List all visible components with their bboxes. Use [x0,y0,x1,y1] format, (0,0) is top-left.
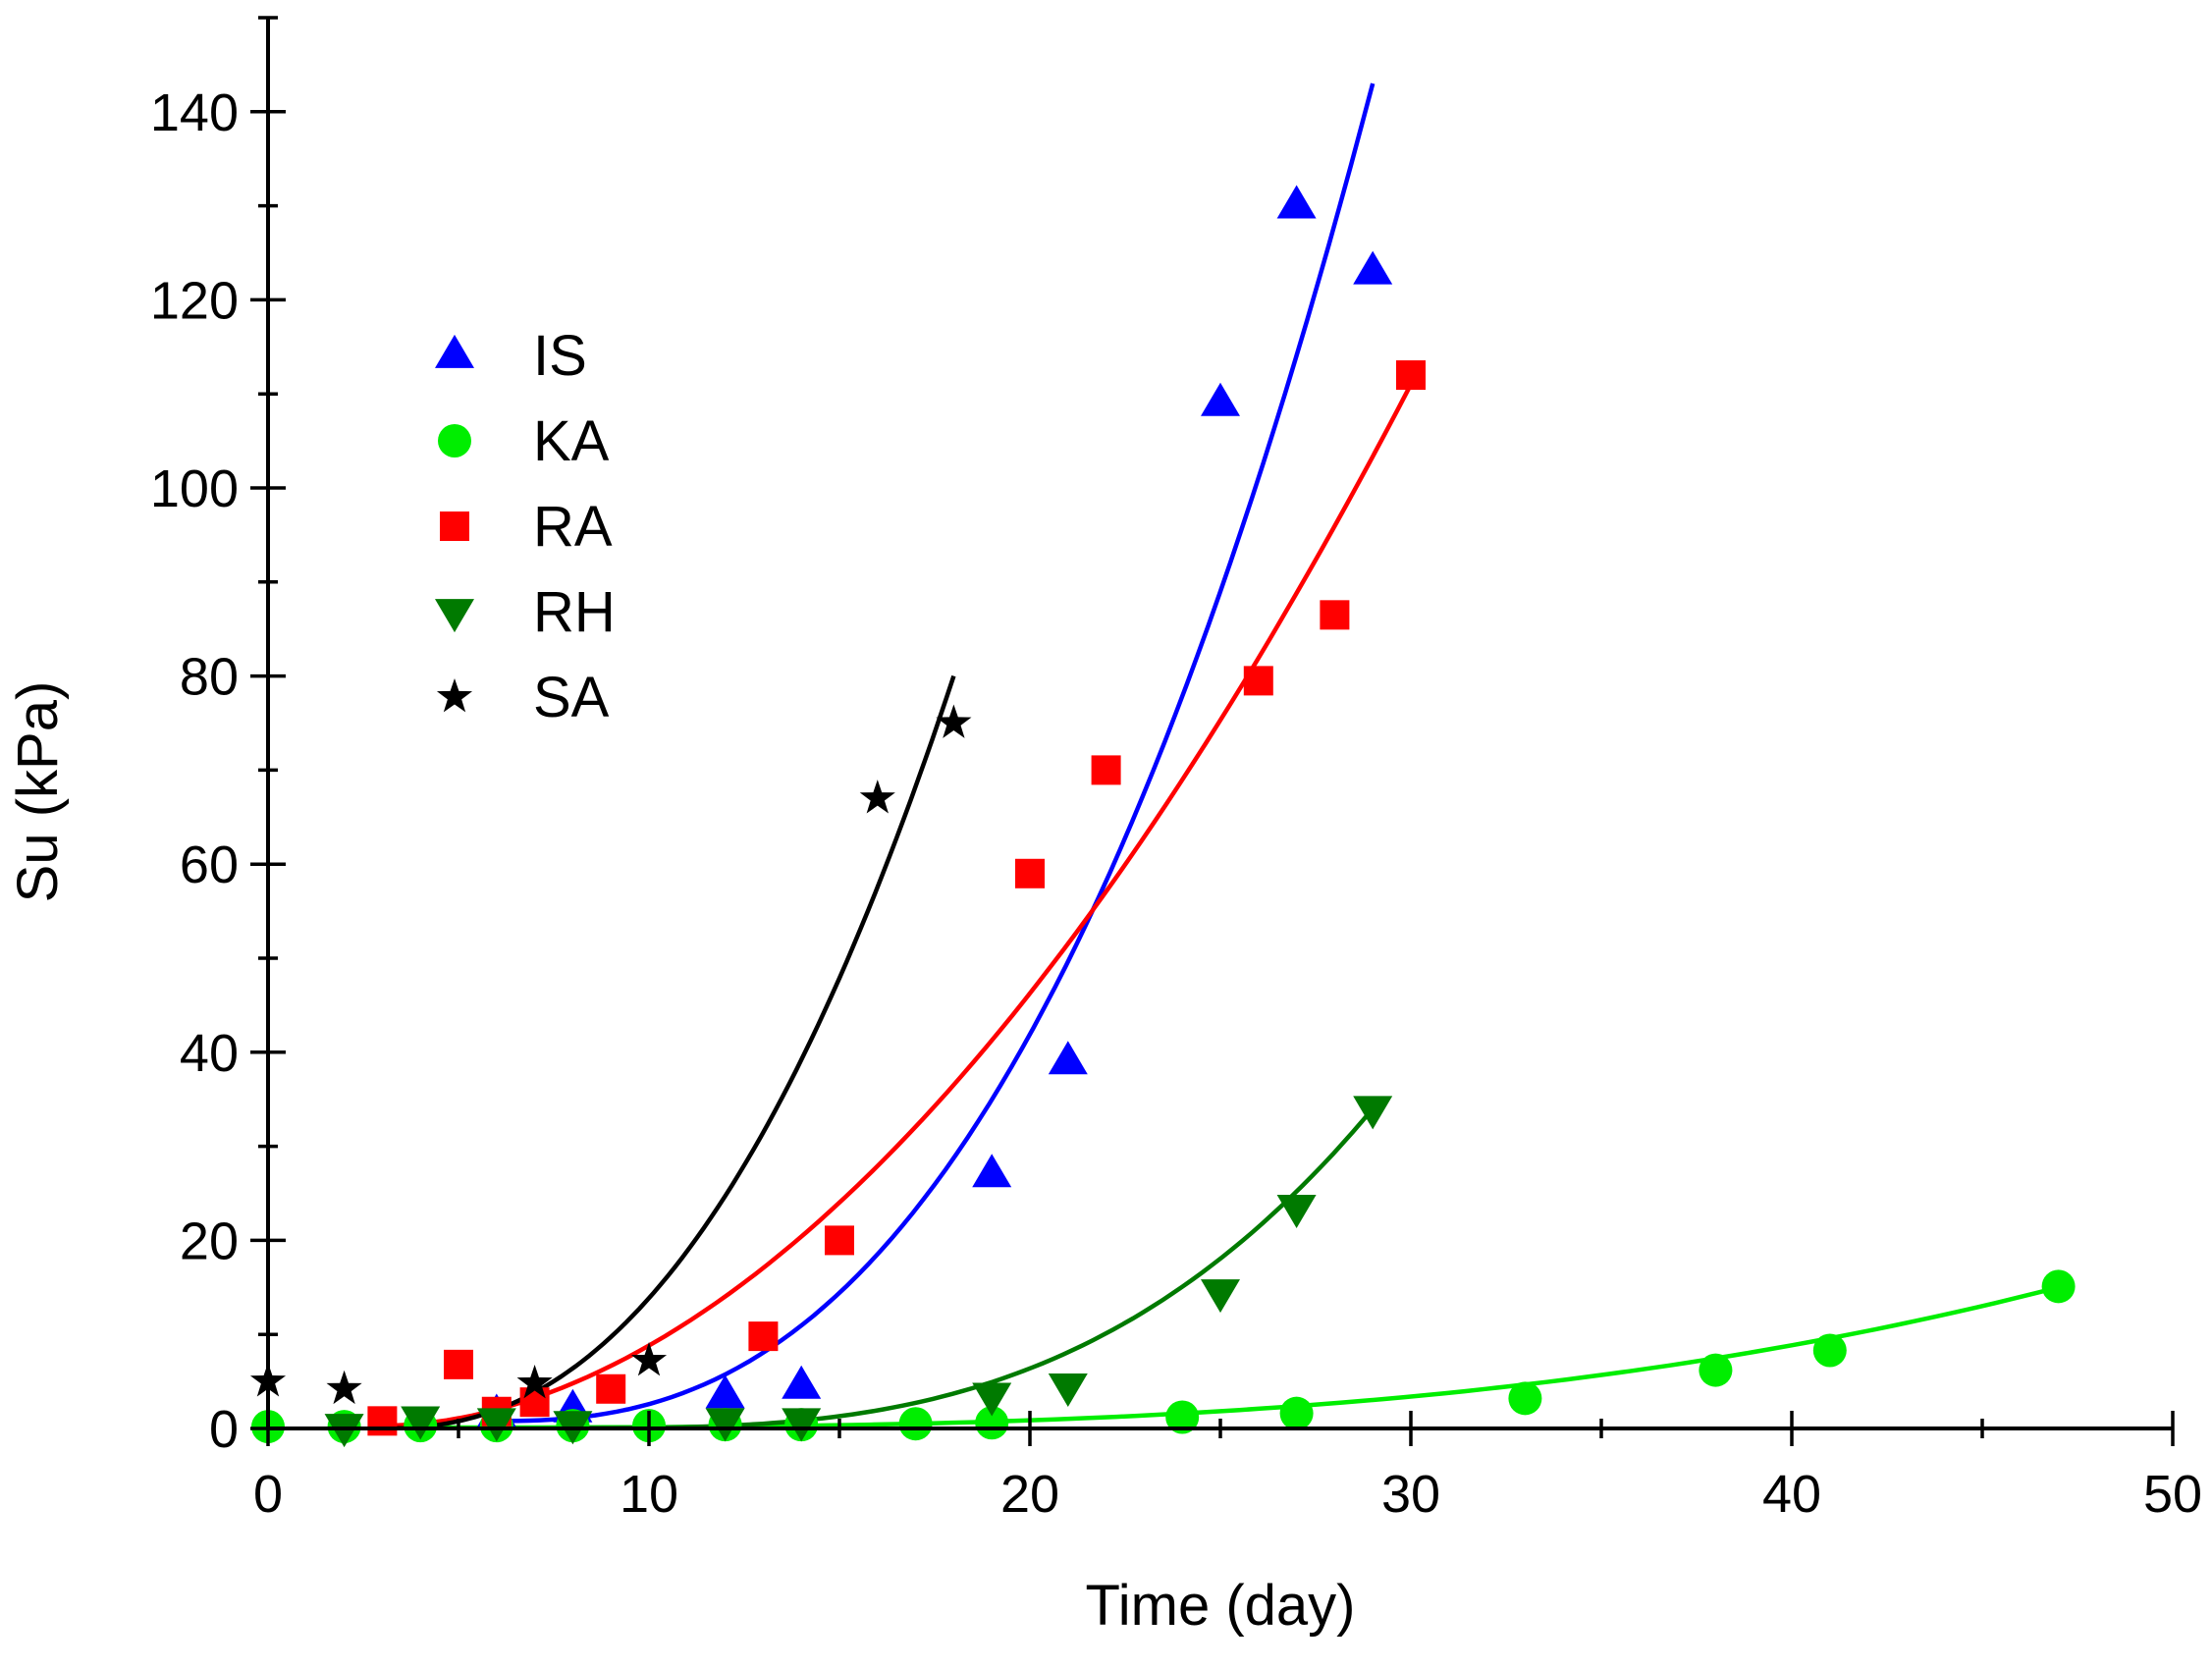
data-point-ka [1699,1353,1733,1387]
legend-label-is: IS [533,324,587,388]
data-point-is [1276,185,1317,219]
fit-curve-is [496,82,1376,1424]
data-point-rh [1276,1194,1317,1228]
data-point-ka [898,1407,933,1441]
data-point-ra [519,1387,550,1418]
legend-marker-is [435,334,474,368]
data-point-rh [1048,1373,1088,1407]
data-point-is [972,1154,1012,1188]
data-point-rh [782,1408,822,1442]
legend-label-ka: KA [533,409,610,473]
x-tick-label: 30 [1381,1465,1440,1524]
legend-label-sa: SA [533,666,610,729]
data-point-sa [630,1342,668,1376]
data-point-sa [859,780,895,814]
data-point-is [1353,250,1393,285]
data-point-rh [476,1408,516,1442]
data-point-ra [596,1373,626,1404]
data-point-sa [936,704,972,738]
data-point-sa [326,1370,362,1405]
data-point-rh [401,1406,441,1440]
legend-label-ra: RA [533,495,613,559]
data-point-ka [1279,1396,1314,1430]
data-point-ra [1396,360,1426,391]
data-point-ra [1015,858,1045,888]
x-tick-label: 0 [253,1465,283,1524]
data-point-rh [705,1408,745,1442]
data-point-ra [1320,600,1350,630]
data-point-ra [1243,666,1273,696]
legend: IS KA RA RH SA [435,324,616,729]
data-point-is [782,1365,822,1399]
data-point-ra [825,1225,854,1256]
data-point-rh [1353,1096,1393,1130]
y-tick-label: 60 [180,835,239,894]
data-point-sa [516,1365,553,1399]
legend-marker-rh [435,599,474,633]
y-tick-label: 80 [180,648,239,707]
data-point-ra [444,1349,473,1379]
fit-curve-ra [382,383,1413,1428]
data-points [249,185,2076,1448]
legend-label-rh: RH [533,580,616,644]
data-point-is [1201,382,1240,416]
x-tick-label: 40 [1762,1465,1821,1524]
legend-marker-ra [440,511,469,541]
data-point-rh [1201,1279,1240,1314]
y-tick-label: 20 [180,1211,239,1270]
data-point-ka [1165,1400,1200,1434]
data-point-ra [367,1406,398,1436]
data-point-is [1048,1041,1088,1075]
data-point-rh [324,1414,364,1448]
y-tick-label: 140 [150,83,239,142]
x-axis-title: Time (day) [1086,1574,1356,1638]
y-tick-label: 120 [150,271,239,330]
ticks: 0 10 20 30 40 50 0 20 40 60 80 100 120 140 [150,16,2202,1524]
y-tick-label: 40 [180,1024,239,1083]
legend-marker-ka [438,424,471,458]
data-point-ka [1812,1333,1847,1368]
data-point-ka [2041,1269,2076,1304]
x-tick-label: 50 [2143,1465,2202,1524]
data-point-ka [975,1406,1009,1440]
data-point-is [705,1374,745,1409]
data-point-ra [1091,755,1121,785]
x-tick-label: 20 [1000,1465,1059,1524]
legend-marker-sa [436,678,473,713]
data-point-ra [748,1321,779,1352]
fit-curve-sa [382,674,956,1431]
y-axis-title: Su (kPa) [6,681,70,903]
data-point-ka [1508,1381,1542,1416]
data-point-rh [972,1382,1012,1417]
y-tick-label: 0 [209,1400,239,1459]
y-tick-label: 100 [150,459,239,518]
x-tick-label: 10 [620,1465,678,1524]
